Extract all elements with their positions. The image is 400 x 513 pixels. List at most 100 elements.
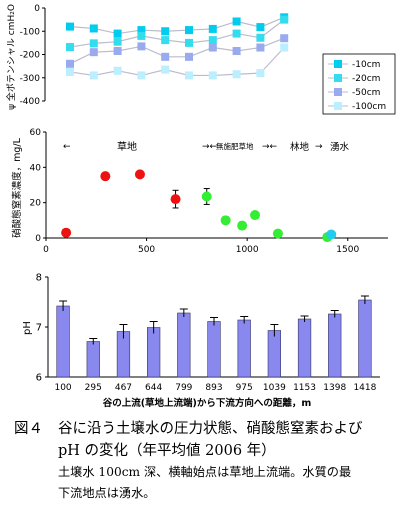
potential-legend: -10cm -20cm -50cm -100cm bbox=[322, 53, 396, 115]
zone-grass-arrow-left: ← bbox=[63, 142, 71, 152]
potential-line-2 bbox=[69, 37, 285, 65]
nitrate-point bbox=[134, 169, 145, 180]
ph-bar bbox=[358, 299, 372, 378]
ph-x-tick-label: 799 bbox=[175, 383, 192, 393]
caption-text-1: 谷に沿う土壌水の圧力状態、硝酸態窒素および bbox=[58, 421, 363, 437]
potential-y-tick-label: -200 bbox=[20, 51, 41, 61]
potential-point bbox=[208, 71, 217, 80]
legend-label: -20cm bbox=[352, 74, 380, 84]
ph-bar bbox=[56, 305, 70, 378]
potential-point bbox=[89, 48, 98, 57]
ph-x-tick-label: 1153 bbox=[293, 383, 316, 393]
potential-point bbox=[113, 37, 122, 46]
potential-point bbox=[208, 43, 217, 52]
potential-point bbox=[256, 23, 265, 32]
legend-swatch bbox=[334, 74, 342, 82]
figure-canvas: ψ 全ポテンシャル cmH₂O 0-100-200-300-400 -10cm-… bbox=[5, 4, 396, 409]
potential-y-tick-label: -100 bbox=[20, 27, 41, 37]
nitrate-point bbox=[61, 227, 72, 238]
nitrate-y-tick-label: 0 bbox=[35, 234, 41, 244]
ph-x-tick-label: 1418 bbox=[353, 383, 376, 393]
potential-chart: ψ 全ポテンシャル cmH₂O 0-100-200-300-400 -10cm-… bbox=[5, 4, 396, 115]
zone-grass-label: 草地 bbox=[117, 140, 137, 153]
ph-axes: 6 7 8 100 295 467 644 799 893 975 1039 1153 1398 1418 bbox=[36, 273, 380, 393]
potential-point bbox=[232, 29, 241, 38]
nitrate-x-tick-label: 0 bbox=[43, 245, 49, 255]
nitrate-chart: 硝酸態窒素濃度，mg/L 0 20 40 60 0 500 1000 1500 ← 草地 →←… bbox=[11, 128, 388, 255]
ph-bar bbox=[207, 321, 221, 378]
potential-line-0 bbox=[69, 16, 285, 35]
potential-point bbox=[161, 65, 170, 74]
potential-point bbox=[113, 66, 122, 75]
potential-y-tick-label: -300 bbox=[20, 74, 41, 84]
ph-x-tick-label: 1039 bbox=[263, 383, 286, 393]
potential-point bbox=[232, 70, 241, 79]
potential-point bbox=[113, 47, 122, 56]
ph-bar bbox=[328, 313, 342, 378]
potential-point bbox=[89, 24, 98, 33]
potential-point bbox=[137, 42, 146, 51]
ph-bar bbox=[146, 327, 161, 378]
figure-caption: 図４ 谷に沿う土壌水の圧力状態、硝酸態窒素および pH の変化（年平均値 2006… bbox=[14, 418, 394, 504]
zone-spring-label: 湧水 bbox=[330, 141, 350, 153]
ph-x-tick-label: 295 bbox=[85, 383, 102, 393]
potential-point bbox=[185, 71, 193, 80]
legend-label: -100cm bbox=[352, 102, 386, 112]
ph-bar bbox=[297, 318, 312, 378]
potential-point bbox=[113, 29, 122, 38]
nitrate-y-tick-label: 40 bbox=[30, 163, 42, 173]
potential-point bbox=[256, 43, 265, 52]
legend-swatch bbox=[334, 88, 342, 96]
legend-swatch bbox=[334, 60, 342, 68]
caption-note-2: 下流地点は湧水。 bbox=[58, 486, 156, 500]
distance-x-label: 谷の上流(草地上流端)から下流方向への距離，m bbox=[103, 397, 312, 409]
ph-x-tick-label: 893 bbox=[205, 383, 222, 393]
potential-point bbox=[280, 43, 289, 52]
ph-y-label: pH bbox=[22, 321, 33, 335]
potential-point bbox=[66, 22, 74, 31]
ph-x-tick-label: 100 bbox=[54, 383, 71, 393]
nitrate-x-tick-label: 500 bbox=[138, 245, 155, 255]
potential-point bbox=[161, 36, 170, 45]
caption-number: 図４ bbox=[14, 421, 43, 437]
potential-line-1 bbox=[69, 19, 285, 48]
potential-point bbox=[66, 43, 74, 52]
zone-unfert-label: 無施肥草地 bbox=[216, 141, 254, 151]
ph-bars bbox=[56, 295, 372, 378]
nitrate-x-tick-label: 1000 bbox=[236, 245, 259, 255]
potential-point bbox=[161, 27, 170, 36]
potential-point bbox=[208, 36, 217, 45]
potential-point bbox=[66, 67, 74, 76]
nitrate-y-tick-label: 20 bbox=[30, 199, 42, 209]
legend-label: -10cm bbox=[352, 60, 380, 70]
potential-y-tick-label: -400 bbox=[20, 97, 41, 107]
potential-point bbox=[185, 52, 193, 61]
potential-line-3 bbox=[69, 47, 285, 77]
potential-point bbox=[280, 34, 289, 43]
legend-swatch bbox=[334, 102, 342, 110]
potential-point bbox=[89, 39, 98, 48]
potential-point bbox=[66, 59, 74, 68]
nitrate-y-label: 硝酸態窒素濃度，mg/L bbox=[11, 137, 23, 237]
nitrate-points bbox=[61, 169, 337, 243]
ph-bar bbox=[237, 319, 251, 378]
legend-label: -50cm bbox=[352, 88, 380, 98]
ph-x-tick-label: 467 bbox=[115, 383, 132, 393]
ph-y-tick-label: 8 bbox=[36, 273, 42, 284]
potential-series bbox=[66, 13, 289, 80]
potential-point bbox=[137, 71, 146, 80]
zone-unfert-arrow-left: →← bbox=[202, 142, 218, 152]
ph-x-tick-label: 1398 bbox=[323, 383, 346, 393]
nitrate-x-tick-label: 1500 bbox=[336, 245, 359, 255]
caption-note-1: 土壌水 100cm 深、横軸始点は草地上流端。水質の最 bbox=[58, 465, 352, 479]
potential-point bbox=[137, 26, 146, 35]
potential-point bbox=[256, 33, 265, 42]
zone-spring-arrow: → bbox=[315, 142, 323, 152]
nitrate-point bbox=[170, 194, 181, 205]
zone-forest-arrow: →← bbox=[262, 142, 278, 152]
nitrate-point bbox=[326, 229, 337, 240]
potential-point bbox=[161, 52, 170, 61]
ph-bar bbox=[177, 312, 191, 378]
potential-point bbox=[185, 38, 193, 47]
potential-point bbox=[137, 31, 146, 40]
